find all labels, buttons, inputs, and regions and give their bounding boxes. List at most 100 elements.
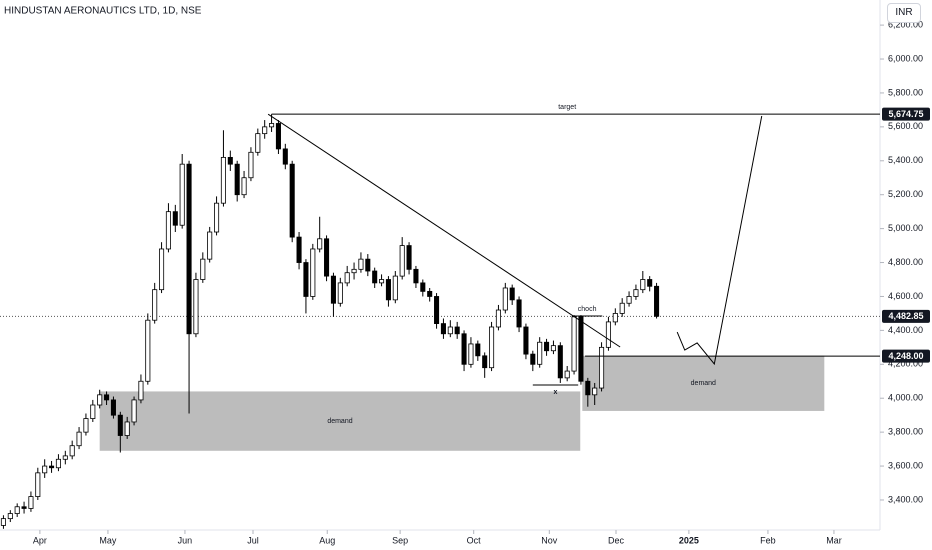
- candle-body: [509, 287, 515, 301]
- x-tick-label: 2025: [679, 535, 699, 545]
- candle-body: [172, 211, 178, 226]
- x-tick-label: Nov: [541, 535, 558, 545]
- candle-body: [241, 177, 247, 196]
- candle-body: [138, 380, 144, 401]
- candle-body: [104, 394, 110, 401]
- candle-body: [564, 370, 570, 379]
- x-tick-label: Jul: [247, 535, 259, 545]
- candle-body: [42, 465, 48, 474]
- y-tick-label: 4,200.00: [888, 359, 923, 369]
- x-tick-label: Jun: [178, 535, 193, 545]
- y-tick-label: 6,200.00: [888, 19, 923, 29]
- candle-body: [7, 513, 13, 520]
- x-tick-label: Aug: [319, 535, 335, 545]
- y-tick-label: 5,400.00: [888, 155, 923, 165]
- y-tick-label: 5,000.00: [888, 223, 923, 233]
- candle-body: [214, 202, 220, 233]
- candle-body: [654, 285, 660, 317]
- candle-body: [612, 313, 618, 323]
- zone-label: demand: [327, 418, 352, 425]
- candle-body: [159, 248, 165, 291]
- candle-body: [262, 126, 268, 135]
- trendline: [267, 113, 621, 348]
- candle-body: [413, 268, 419, 284]
- candle-body: [131, 399, 137, 423]
- candle-body: [49, 465, 55, 469]
- candle-body: [344, 272, 350, 284]
- y-tick-label: 4,000.00: [888, 393, 923, 403]
- candle-body: [489, 326, 495, 369]
- candle-body: [55, 458, 61, 469]
- candle-body: [69, 445, 75, 457]
- candle-body: [523, 326, 529, 355]
- candle-body: [427, 290, 433, 297]
- target-label: target: [558, 104, 576, 111]
- candle-body: [351, 268, 357, 274]
- demand-zone: [99, 391, 581, 451]
- candle-body: [152, 289, 158, 321]
- candle-body: [200, 258, 206, 280]
- candle-body: [406, 245, 412, 270]
- x-tick-label: Apr: [33, 535, 47, 545]
- candle-body: [83, 418, 89, 433]
- y-tick-label: 5,600.00: [888, 121, 923, 131]
- low-mark-label: x: [554, 389, 558, 396]
- candle-body: [35, 472, 41, 497]
- level-price-label: 4,248.00: [888, 351, 923, 361]
- candle-body: [234, 163, 240, 196]
- chart-title: HINDUSTAN AERONAUTICS LTD, 1D, NSE: [4, 6, 202, 17]
- candle-body: [97, 394, 103, 406]
- candle-body: [578, 316, 584, 382]
- candle-body: [516, 299, 522, 328]
- y-tick-label: 3,600.00: [888, 460, 923, 470]
- candle-body: [220, 156, 226, 204]
- candle-body: [495, 309, 501, 328]
- zone-label: demand: [691, 380, 716, 387]
- candle-body: [420, 282, 426, 292]
- candle-body: [434, 296, 440, 324]
- candle-body: [324, 238, 330, 277]
- candle-body: [619, 302, 625, 314]
- candle-body: [21, 506, 27, 509]
- target-price-badge: [882, 107, 930, 121]
- candle-body: [289, 163, 295, 238]
- y-tick-label: 3,800.00: [888, 427, 923, 437]
- candle-body: [145, 319, 151, 382]
- candle-body: [482, 355, 488, 369]
- candle-body: [585, 380, 591, 396]
- candle-body: [303, 262, 309, 297]
- candle-body: [207, 231, 213, 260]
- candle-body: [14, 506, 20, 514]
- candle-body: [392, 275, 398, 301]
- demand-zone: [582, 355, 825, 411]
- candle-body: [76, 431, 82, 447]
- y-tick-label: 4,600.00: [888, 291, 923, 301]
- y-tick-label: 4,800.00: [888, 257, 923, 267]
- x-tick-label: Oct: [467, 535, 482, 545]
- candle-body: [227, 156, 233, 165]
- candle-body: [0, 518, 6, 526]
- x-tick-label: Dec: [608, 535, 625, 545]
- candle-body: [599, 346, 605, 389]
- candle-body: [605, 321, 611, 348]
- candle-body: [365, 258, 371, 272]
- candle-body: [502, 287, 508, 311]
- x-tick-label: Mar: [826, 535, 842, 545]
- candle-body: [310, 248, 316, 297]
- candle-body: [337, 282, 343, 304]
- candle-body: [379, 279, 385, 284]
- last-price-label: 4,482.85: [888, 311, 923, 321]
- candle-body: [475, 343, 481, 357]
- candle-body: [90, 404, 96, 419]
- candle-body: [28, 496, 34, 509]
- target-price-label: 5,674.75: [888, 109, 923, 119]
- candle-body: [269, 123, 275, 128]
- candle-body: [399, 245, 405, 277]
- candle-body: [647, 279, 653, 287]
- candle-body: [571, 316, 577, 372]
- x-tick-label: May: [99, 535, 117, 545]
- candle-body: [626, 296, 632, 304]
- currency-button[interactable]: INR: [887, 3, 921, 23]
- candle-body: [544, 341, 550, 352]
